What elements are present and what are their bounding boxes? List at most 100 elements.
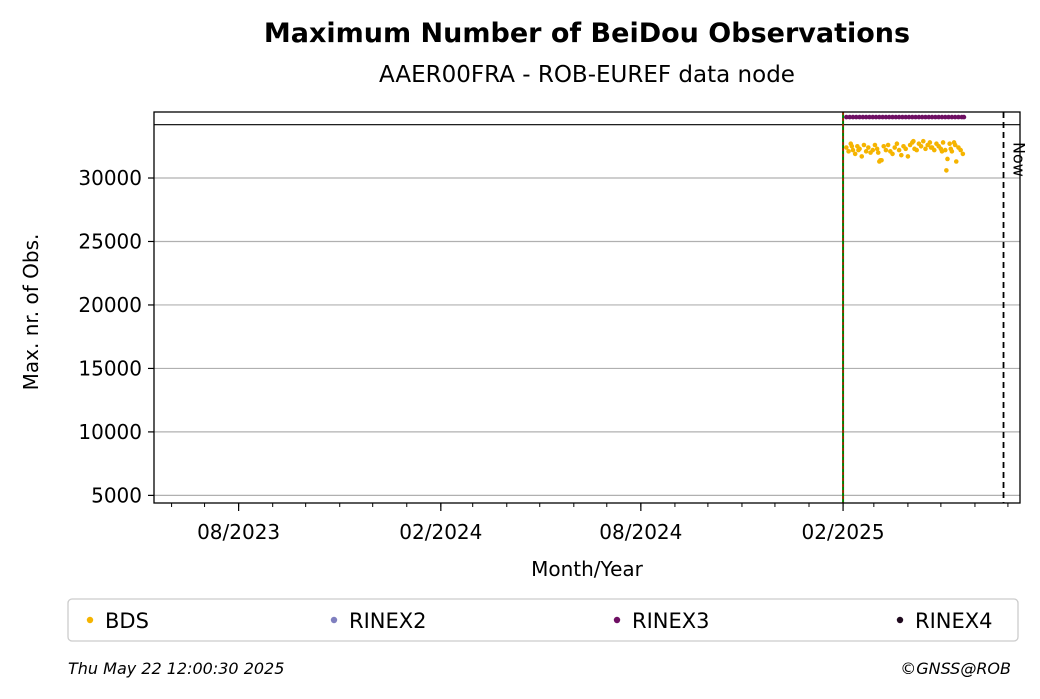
y-tick-label: 25000 — [78, 229, 142, 253]
x-tick-label: 08/2023 — [197, 520, 280, 544]
data-point — [952, 142, 958, 148]
chart-title: Maximum Number of BeiDou Observations — [264, 18, 910, 49]
chart-subtitle: AAER00FRA - ROB-EUREF data node — [379, 62, 795, 88]
data-point — [878, 157, 883, 163]
y-tick-label: 15000 — [78, 356, 142, 380]
data-points — [844, 114, 967, 173]
data-point — [849, 143, 855, 149]
data-point — [870, 147, 876, 153]
data-point — [920, 138, 926, 144]
data-point — [883, 147, 889, 153]
footer-timestamp: Thu May 22 12:00:30 2025 — [68, 659, 284, 678]
data-point — [956, 114, 961, 120]
now-label: Now — [1010, 142, 1029, 177]
data-point — [947, 141, 952, 147]
legend-label-bds: BDS — [105, 609, 149, 633]
y-axis-ticks: 5000 10000 15000 20000 25000 30000 — [78, 166, 154, 507]
data-point — [881, 143, 887, 149]
data-point — [870, 114, 876, 120]
data-point — [844, 145, 849, 150]
data-point — [894, 141, 900, 147]
data-point — [911, 138, 916, 144]
data-point — [948, 146, 954, 152]
y-tick-label: 10000 — [78, 420, 142, 444]
x-tick-label: 08/2024 — [599, 520, 682, 544]
data-point — [918, 143, 924, 149]
data-point — [958, 147, 963, 153]
data-point — [961, 114, 967, 120]
data-point — [896, 114, 902, 120]
data-point — [906, 114, 912, 120]
data-point — [960, 151, 966, 157]
x-axis-label: Month/Year — [531, 557, 644, 581]
data-point — [885, 142, 891, 148]
data-point — [903, 146, 909, 152]
data-point — [919, 114, 925, 120]
legend-marker-bds — [86, 616, 94, 624]
data-point — [940, 140, 946, 145]
legend-marker-rinex2 — [330, 616, 338, 624]
data-point — [953, 159, 959, 164]
legend-label-rinex3: RINEX3 — [632, 609, 710, 633]
data-point — [927, 140, 933, 145]
data-point — [933, 114, 938, 120]
data-point — [890, 114, 895, 120]
y-tick-label: 30000 — [78, 166, 142, 190]
legend-label-rinex4: RINEX4 — [915, 609, 993, 633]
data-point — [890, 151, 895, 157]
x-axis-ticks: 08/2023 02/2024 08/2024 02/2025 — [171, 503, 1009, 544]
data-point — [872, 142, 878, 148]
data-point — [844, 114, 849, 120]
vertical-markers: Now — [842, 112, 1029, 503]
data-point — [913, 114, 918, 120]
data-point — [923, 114, 928, 120]
x-tick-label: 02/2024 — [399, 520, 482, 544]
data-point — [860, 114, 866, 120]
data-point — [926, 114, 932, 120]
data-point — [850, 114, 856, 120]
data-point — [942, 114, 948, 120]
data-point — [875, 150, 881, 155]
data-point — [929, 114, 935, 120]
data-point — [909, 114, 915, 120]
data-point — [863, 149, 869, 154]
data-point — [952, 114, 958, 120]
y-tick-label: 20000 — [78, 293, 142, 317]
data-point — [939, 114, 945, 120]
legend-frame — [67, 598, 1019, 642]
legend-marker-rinex3 — [613, 616, 621, 624]
data-point — [859, 154, 865, 159]
data-point — [867, 114, 872, 120]
data-point — [899, 152, 904, 158]
plot-frame — [153, 111, 1021, 504]
data-point — [852, 151, 858, 157]
data-point — [905, 154, 911, 159]
series-bds — [844, 138, 966, 173]
data-point — [923, 146, 928, 152]
data-point — [916, 114, 922, 120]
data-point — [861, 142, 867, 148]
data-point — [945, 156, 950, 162]
data-point — [863, 114, 869, 120]
data-point — [949, 114, 955, 120]
data-point — [914, 147, 919, 153]
legend-label-rinex2: RINEX2 — [349, 609, 427, 633]
data-point — [900, 114, 905, 120]
data-point — [883, 114, 889, 120]
data-point — [846, 149, 851, 154]
legend-marker-rinex4 — [896, 616, 904, 624]
data-point — [847, 114, 852, 120]
data-point — [853, 114, 859, 120]
data-point — [931, 147, 937, 153]
data-point — [877, 114, 882, 120]
data-point — [874, 146, 880, 152]
data-point — [893, 114, 899, 120]
data-point — [873, 114, 879, 120]
y-tick-label: 5000 — [91, 483, 142, 507]
series-rinex3 — [844, 114, 967, 120]
data-point — [886, 114, 892, 120]
data-point — [857, 114, 862, 120]
data-point — [892, 145, 898, 150]
y-axis-label: Max. nr. of Obs. — [19, 234, 43, 391]
